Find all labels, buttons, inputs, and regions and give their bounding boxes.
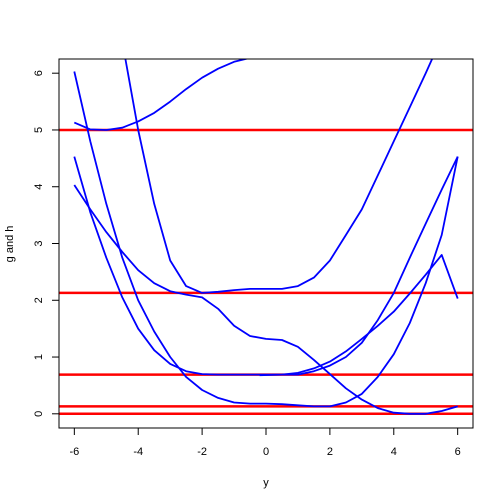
y-tick-label: 0: [33, 411, 45, 417]
y-tick-label: 6: [33, 70, 45, 76]
curves: [73, 59, 459, 415]
curve-4: [73, 184, 458, 415]
curve-5: [259, 254, 459, 377]
x-tick-label: 4: [391, 446, 397, 458]
x-axis-title: y: [263, 477, 269, 489]
curve-0: [73, 59, 250, 131]
x-tick-label: -4: [133, 446, 143, 458]
y-tick-label: 2: [33, 297, 45, 303]
x-tick-label: -2: [197, 446, 207, 458]
y-tick-label: 3: [33, 240, 45, 246]
x-tick-label: -6: [69, 446, 79, 458]
x-axis: -6 -4 -2 0 2 4 6: [69, 427, 461, 458]
y-axis-title: g and h: [4, 226, 16, 263]
x-tick-label: 2: [327, 446, 333, 458]
curve-2: [73, 71, 459, 408]
x-tick-label: 0: [263, 446, 269, 458]
x-tick-label: 6: [455, 446, 461, 458]
y-tick-label: 5: [33, 127, 45, 133]
y-axis: 0 1 2 3 4 5 6: [33, 70, 60, 417]
curve-1: [124, 59, 433, 294]
y-tick-label: 4: [33, 184, 45, 190]
y-tick-label: 1: [33, 354, 45, 360]
